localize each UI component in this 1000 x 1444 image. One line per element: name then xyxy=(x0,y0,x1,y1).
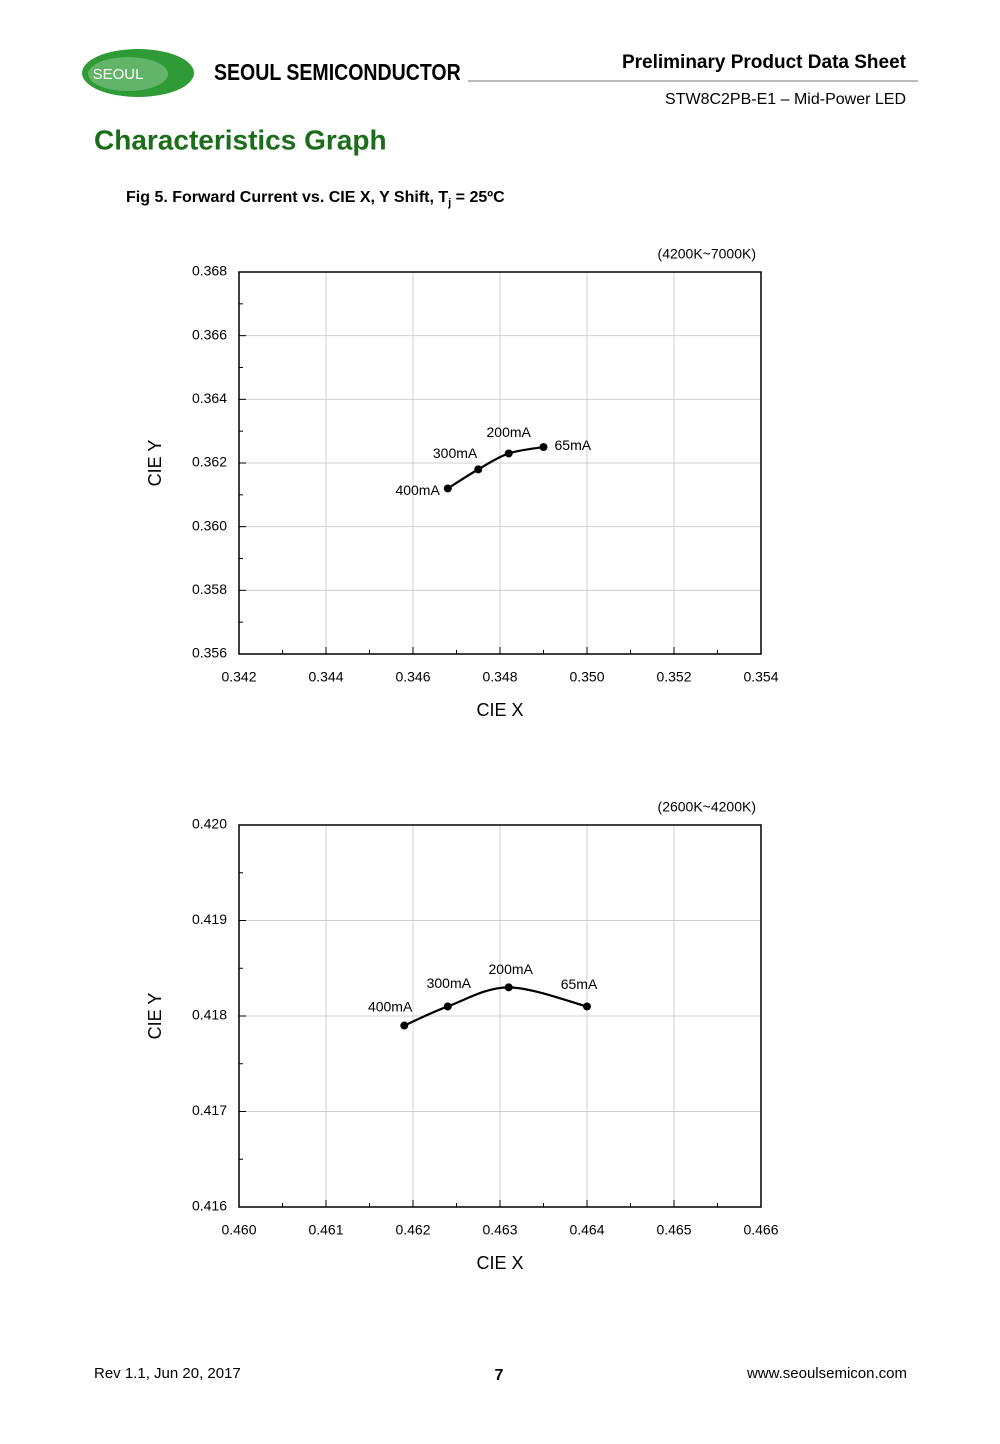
plot-frame xyxy=(238,824,762,1208)
point-label: 300mA xyxy=(433,445,478,461)
y-axis-label: CIE Y xyxy=(145,440,165,487)
point-label: 65mA xyxy=(555,437,592,453)
data-point xyxy=(504,983,513,992)
y-tick-label: 0.416 xyxy=(192,1198,227,1214)
x-tick-label: 0.348 xyxy=(482,669,517,685)
footer-url: www.seoulsemicon.com xyxy=(746,1365,907,1382)
x-axis-label: CIE X xyxy=(476,700,523,720)
point-label: 200mA xyxy=(489,961,534,977)
section-title: Characteristics Graph xyxy=(94,124,387,155)
y-axis-label: CIE Y xyxy=(145,993,165,1040)
plot-frame xyxy=(238,271,762,655)
data-point xyxy=(443,484,452,493)
y-tick-label: 0.420 xyxy=(192,816,227,832)
figure-caption: Fig 5. Forward Current vs. CIE X, Y Shif… xyxy=(126,189,505,209)
caption-main: Fig 5. Forward Current vs. CIE X, Y Shif… xyxy=(126,189,448,206)
data-point xyxy=(474,465,483,474)
x-tick-label: 0.462 xyxy=(395,1222,430,1238)
logo-highlight xyxy=(88,57,168,91)
point-label: 300mA xyxy=(427,975,472,991)
x-axis-label: CIE X xyxy=(476,1253,523,1273)
annotation: (2600K~4200K) xyxy=(658,799,756,815)
logo-text: SEOUL xyxy=(93,66,144,83)
caption-sub: j xyxy=(447,197,451,209)
footer-revision: Rev 1.1, Jun 20, 2017 xyxy=(94,1365,241,1382)
data-point xyxy=(539,443,548,452)
y-tick-label: 0.360 xyxy=(192,517,227,533)
product-name: STW8C2PB-E1 – Mid-Power LED xyxy=(665,91,906,108)
data-line xyxy=(447,445,544,490)
point-label: 200mA xyxy=(487,424,532,440)
x-tick-label: 0.354 xyxy=(743,669,778,685)
x-tick-label: 0.463 xyxy=(482,1222,517,1238)
caption-tail: = 25ºC xyxy=(451,189,505,206)
point-label: 65mA xyxy=(561,976,598,992)
doc-type: Preliminary Product Data Sheet xyxy=(622,52,907,73)
x-tick-label: 0.466 xyxy=(743,1222,778,1238)
page-number: 7 xyxy=(495,1367,504,1384)
point-label: 400mA xyxy=(368,998,413,1014)
y-tick-label: 0.356 xyxy=(192,645,227,661)
x-tick-label: 0.350 xyxy=(569,669,604,685)
point-label: 400mA xyxy=(395,482,440,498)
x-tick-label: 0.461 xyxy=(308,1222,343,1238)
logo xyxy=(82,49,194,97)
data-line xyxy=(403,986,588,1027)
y-tick-label: 0.366 xyxy=(192,326,227,342)
y-tick-label: 0.419 xyxy=(192,911,227,927)
y-tick-label: 0.362 xyxy=(192,454,227,470)
y-tick-label: 0.368 xyxy=(192,263,227,279)
data-point xyxy=(504,449,513,458)
x-tick-label: 0.352 xyxy=(656,669,691,685)
data-point xyxy=(583,1002,591,1011)
x-tick-label: 0.464 xyxy=(569,1222,604,1238)
x-tick-label: 0.465 xyxy=(656,1222,691,1238)
x-tick-label: 0.346 xyxy=(395,669,430,685)
y-tick-label: 0.418 xyxy=(192,1007,227,1023)
annotation: (4200K~7000K) xyxy=(658,246,756,262)
y-tick-label: 0.358 xyxy=(192,581,227,597)
x-tick-label: 0.344 xyxy=(308,669,343,685)
x-tick-label: 0.460 xyxy=(221,1222,256,1238)
y-tick-label: 0.417 xyxy=(192,1102,227,1118)
data-point xyxy=(400,1021,409,1030)
data-point xyxy=(443,1002,452,1011)
x-tick-label: 0.342 xyxy=(221,669,256,685)
company-name: SEOUL SEMICONDUCTOR xyxy=(214,60,461,86)
y-tick-label: 0.364 xyxy=(192,390,227,406)
